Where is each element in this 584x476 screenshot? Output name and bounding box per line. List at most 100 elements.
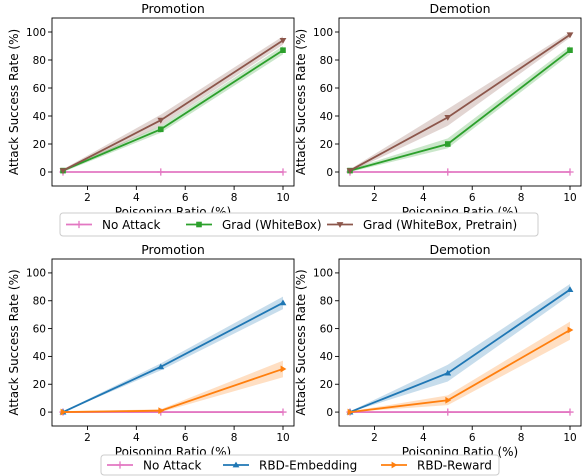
- y-tick-label: 20: [320, 139, 333, 151]
- x-tick-label: 6: [182, 192, 189, 204]
- y-tick-label: 0: [39, 407, 46, 419]
- y-tick-label: 40: [33, 351, 46, 363]
- legend-2: No Attack RBD-Embedding RBD-Reward: [100, 454, 500, 476]
- x-tick-label: 10: [276, 432, 289, 444]
- plot-frame: [338, 258, 582, 427]
- legend-label: RBD-Reward: [417, 458, 492, 472]
- x-tick-label: 4: [133, 432, 140, 444]
- plot-frame: [51, 17, 295, 187]
- data-point: [444, 141, 451, 147]
- y-tick-label: 0: [326, 407, 333, 419]
- y-tick-label: 0: [39, 167, 46, 179]
- x-tick-label: 2: [84, 432, 91, 444]
- data-point: [279, 299, 287, 306]
- y-tick-label: 60: [33, 323, 46, 335]
- y-axis-label: Attack Success Rate (%): [7, 269, 21, 415]
- plot-frame: [338, 17, 582, 187]
- x-tick-label: 6: [469, 192, 476, 204]
- y-axis-label: Attack Success Rate (%): [7, 29, 21, 175]
- y-tick-label: 20: [33, 139, 46, 151]
- x-tick-label: 4: [420, 432, 427, 444]
- legend-label: Grad (WhiteBox, Pretrain): [363, 218, 517, 232]
- legend-marker: [336, 222, 344, 228]
- x-tick-label: 4: [420, 192, 427, 204]
- x-tick-label: 8: [231, 192, 238, 204]
- legend-box: [100, 454, 500, 476]
- y-tick-label: 0: [326, 167, 333, 179]
- y-tick-label: 100: [26, 27, 46, 39]
- legend-marker: [196, 221, 202, 228]
- data-point: [60, 408, 67, 416]
- y-tick-label: 80: [33, 55, 46, 67]
- panel-title: Promotion: [141, 1, 205, 16]
- legend-label: RBD-Embedding: [259, 458, 357, 472]
- data-point: [444, 115, 452, 121]
- panel-title: Promotion: [141, 242, 205, 257]
- legend-box: [59, 212, 539, 237]
- confidence-band: [63, 360, 283, 413]
- confidence-band: [63, 36, 283, 173]
- y-tick-label: 80: [33, 296, 46, 308]
- confidence-band: [350, 32, 570, 172]
- x-tick-label: 10: [563, 432, 576, 444]
- data-point: [157, 363, 165, 370]
- data-point: [280, 365, 287, 373]
- legend-marker: [116, 461, 124, 469]
- x-tick-label: 10: [563, 192, 576, 204]
- panel-title: Demotion: [429, 242, 490, 257]
- data-point: [280, 47, 286, 53]
- x-tick-label: 2: [84, 192, 91, 204]
- y-tick-label: 80: [320, 55, 333, 67]
- data-point: [279, 408, 287, 416]
- x-tick-label: 6: [469, 432, 476, 444]
- y-tick-label: 80: [320, 296, 333, 308]
- data-point: [346, 168, 354, 174]
- data-point: [444, 369, 452, 376]
- y-tick-label: 20: [33, 379, 46, 391]
- data-point: [566, 32, 574, 39]
- y-tick-label: 60: [320, 83, 333, 95]
- y-tick-label: 100: [26, 268, 46, 280]
- data-point: [567, 47, 573, 53]
- x-tick-label: 6: [182, 432, 189, 444]
- plot-frame: [51, 258, 295, 427]
- data-point: [157, 117, 165, 124]
- y-axis-label: Attack Success Rate (%): [294, 29, 308, 175]
- x-tick-label: 8: [231, 432, 238, 444]
- data-point: [157, 168, 165, 176]
- y-tick-label: 40: [320, 111, 333, 123]
- legend-1: No Attack Grad (WhiteBox) Grad (WhiteBox, …: [59, 212, 539, 237]
- data-point: [566, 286, 574, 293]
- y-tick-label: 20: [320, 379, 333, 391]
- data-point: [347, 408, 354, 416]
- data-point: [158, 407, 165, 415]
- x-tick-label: 10: [276, 192, 289, 204]
- data-point: [444, 168, 452, 176]
- panel-title: Demotion: [429, 1, 490, 16]
- y-tick-label: 40: [320, 351, 333, 363]
- x-tick-label: 2: [371, 192, 378, 204]
- legend-marker: [232, 461, 240, 468]
- x-tick-label: 8: [518, 432, 525, 444]
- legend-label: No Attack: [102, 218, 160, 232]
- y-tick-label: 100: [313, 27, 333, 39]
- y-tick-label: 60: [320, 323, 333, 335]
- legend-marker: [75, 220, 83, 229]
- y-tick-label: 60: [33, 83, 46, 95]
- data-point: [157, 126, 164, 133]
- y-tick-label: 40: [33, 111, 46, 123]
- data-point: [279, 168, 287, 176]
- data-point: [444, 408, 452, 416]
- data-point: [59, 168, 67, 174]
- y-tick-label: 100: [313, 268, 333, 280]
- data-point: [566, 168, 574, 176]
- legend-label: No Attack: [143, 458, 201, 472]
- legend-label: Grad (WhiteBox): [222, 218, 322, 232]
- confidence-band: [63, 296, 283, 413]
- y-axis-label: Attack Success Rate (%): [294, 269, 308, 415]
